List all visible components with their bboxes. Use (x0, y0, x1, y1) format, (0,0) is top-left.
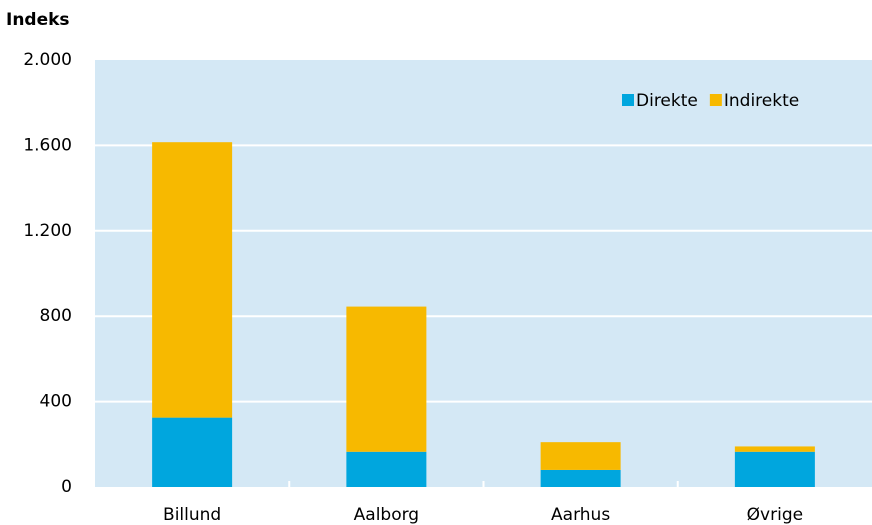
bar-segment (734, 451, 815, 487)
bar-segment (152, 142, 233, 418)
x-tick-label: Aarhus (551, 505, 610, 525)
y-tick-label: 800 (40, 306, 72, 326)
y-tick-label: 1.600 (23, 135, 72, 155)
bar-segment (346, 306, 427, 452)
bar-segment (734, 446, 815, 452)
x-tick-label: Billund (163, 505, 221, 525)
y-axis-label: Indeks (6, 10, 70, 30)
x-tick-label: Aalborg (354, 505, 419, 525)
x-tick-label: Øvrige (747, 505, 803, 525)
legend-label: Direkte (636, 91, 698, 111)
y-tick-label: 2.000 (23, 50, 72, 70)
bar-segment (346, 451, 427, 487)
y-tick-label: 1.200 (23, 221, 72, 241)
legend-label: Indirekte (724, 91, 799, 111)
bar-segment (152, 417, 233, 487)
y-tick-label: 400 (40, 392, 72, 412)
legend-swatch (709, 94, 722, 106)
legend-swatch (622, 94, 634, 106)
bar-segment (540, 469, 621, 487)
bar-segment (540, 442, 621, 470)
y-tick-label: 0 (61, 477, 72, 497)
